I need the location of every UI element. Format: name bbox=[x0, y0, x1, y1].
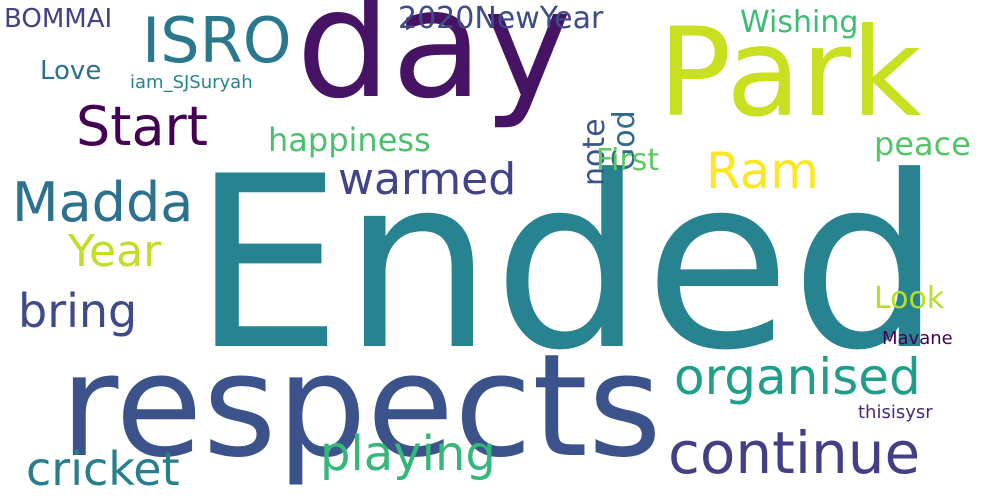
word-cricket: cricket bbox=[26, 442, 180, 496]
word-madda: Madda bbox=[12, 171, 194, 234]
word-organised: organised bbox=[674, 348, 921, 406]
word-peace: peace bbox=[874, 125, 971, 163]
word-bommai: BOMMAI bbox=[4, 4, 113, 34]
word-playing: playing bbox=[320, 426, 496, 482]
word-day: day bbox=[296, 0, 572, 132]
word-mavane: Mavane bbox=[882, 328, 953, 349]
word-look: Look bbox=[874, 281, 945, 316]
word-isro: ISRO bbox=[142, 4, 292, 77]
word-thisisysr: thisisysr bbox=[858, 402, 933, 423]
word-start: Start bbox=[76, 95, 208, 158]
word-first: First bbox=[596, 143, 660, 178]
word-year: Year bbox=[68, 226, 162, 277]
word-happiness: happiness bbox=[268, 121, 431, 159]
word-iam-sjsuryah: iam_SJSuryah bbox=[130, 72, 253, 93]
word-continue: continue bbox=[668, 419, 921, 487]
word-2020newyear: 2020NewYear bbox=[398, 1, 604, 36]
word-love: Love bbox=[40, 56, 102, 86]
word-respects: respects bbox=[60, 324, 662, 489]
word-bring: bring bbox=[18, 284, 138, 338]
word-ended: Ended bbox=[192, 126, 942, 403]
word-ram: Ram bbox=[706, 142, 819, 200]
word-park: Park bbox=[658, 2, 922, 144]
word-wishing: Wishing bbox=[740, 5, 859, 40]
word-warmed: warmed bbox=[338, 154, 517, 205]
